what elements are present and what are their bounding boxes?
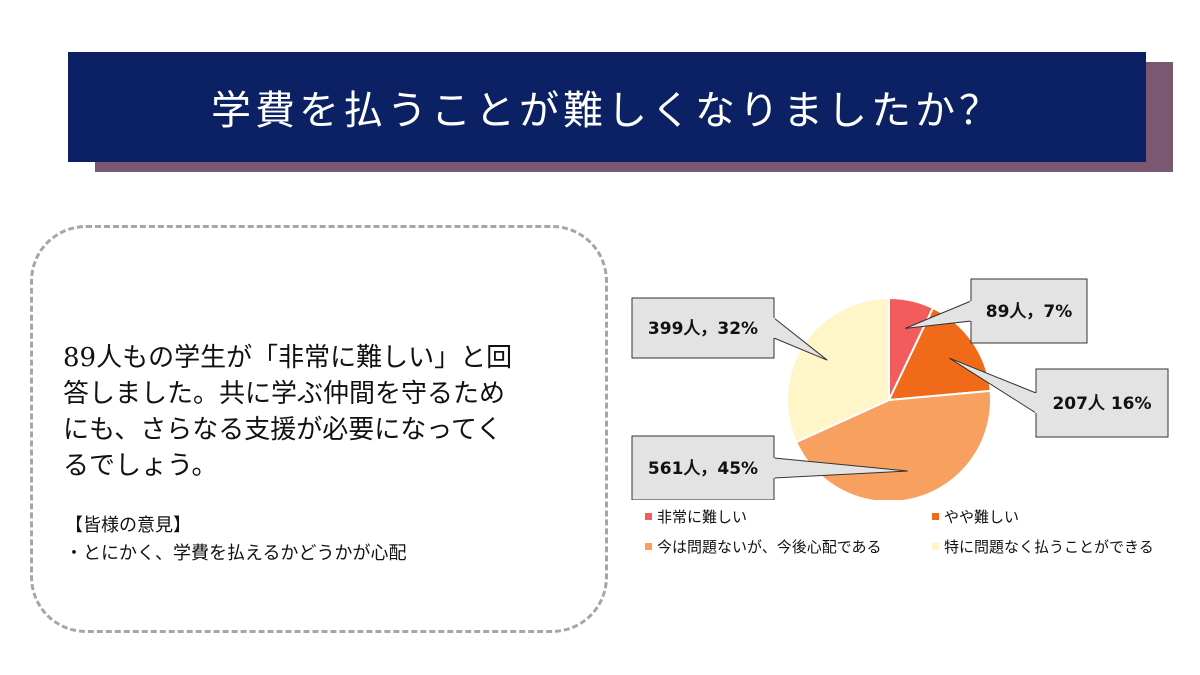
legend-item: 非常に難しい: [645, 506, 747, 527]
callout-line: 89人もの学生が「非常に難しい」と回: [63, 343, 513, 373]
callout-line: るでしょう。: [63, 451, 218, 481]
data-label: 89人，7%: [986, 302, 1073, 322]
callout-line: にも、さらなる支援が必要になってく: [63, 415, 503, 445]
data-label-callout: 207人 16%: [949, 357, 1169, 438]
legend-label: 非常に難しい: [657, 508, 748, 526]
legend-item: やや難しい: [932, 506, 1019, 527]
opinion-heading: 【皆様の意見】: [65, 515, 191, 536]
legend-swatch: [932, 543, 939, 550]
legend-item: 今は問題ないが、今後心配である: [645, 536, 882, 557]
title-banner: 学費を払うことが難しくなりましたか？: [68, 52, 1146, 162]
legend-label: 今は問題ないが、今後心配である: [657, 538, 882, 556]
comment-callout: 89人もの学生が「非常に難しい」と回 答しました。共に学ぶ仲間を守るため にも、…: [30, 225, 608, 633]
page-title: 学費を払うことが難しくなりましたか？: [211, 88, 1003, 134]
data-label-callout: 561人，45%: [631, 435, 908, 500]
callout-line: 答しました。共に学ぶ仲間を守るため: [63, 379, 506, 409]
data-label-box: [970, 278, 1088, 344]
data-label: 399人，32%: [648, 319, 758, 339]
callout-main-text: 89人もの学生が「非常に難しい」と回 答しました。共に学ぶ仲間を守るため にも、…: [63, 340, 583, 484]
legend-label: 特に問題なく払うことができる: [944, 538, 1154, 556]
legend-swatch: [645, 543, 652, 550]
pie-chart: 89人，7% 207人 16% 561人，45% 399人，32%: [631, 278, 1169, 500]
data-label-box: [1035, 368, 1169, 438]
legend-item: 特に問題なく払うことができる: [932, 536, 1154, 557]
data-label: 561人，45%: [648, 459, 758, 479]
opinion-bullet: ・とにかく、学費を払えるかどうかが心配: [65, 543, 407, 564]
data-label-box: [631, 297, 775, 359]
legend-swatch: [645, 513, 652, 520]
legend-swatch: [932, 513, 939, 520]
legend-label: やや難しい: [944, 508, 1020, 526]
data-label-callout: 399人，32%: [631, 297, 828, 361]
data-label: 207人 16%: [1052, 394, 1151, 414]
data-label-box: [631, 435, 775, 500]
data-label-callout: 89人，7%: [905, 278, 1088, 344]
